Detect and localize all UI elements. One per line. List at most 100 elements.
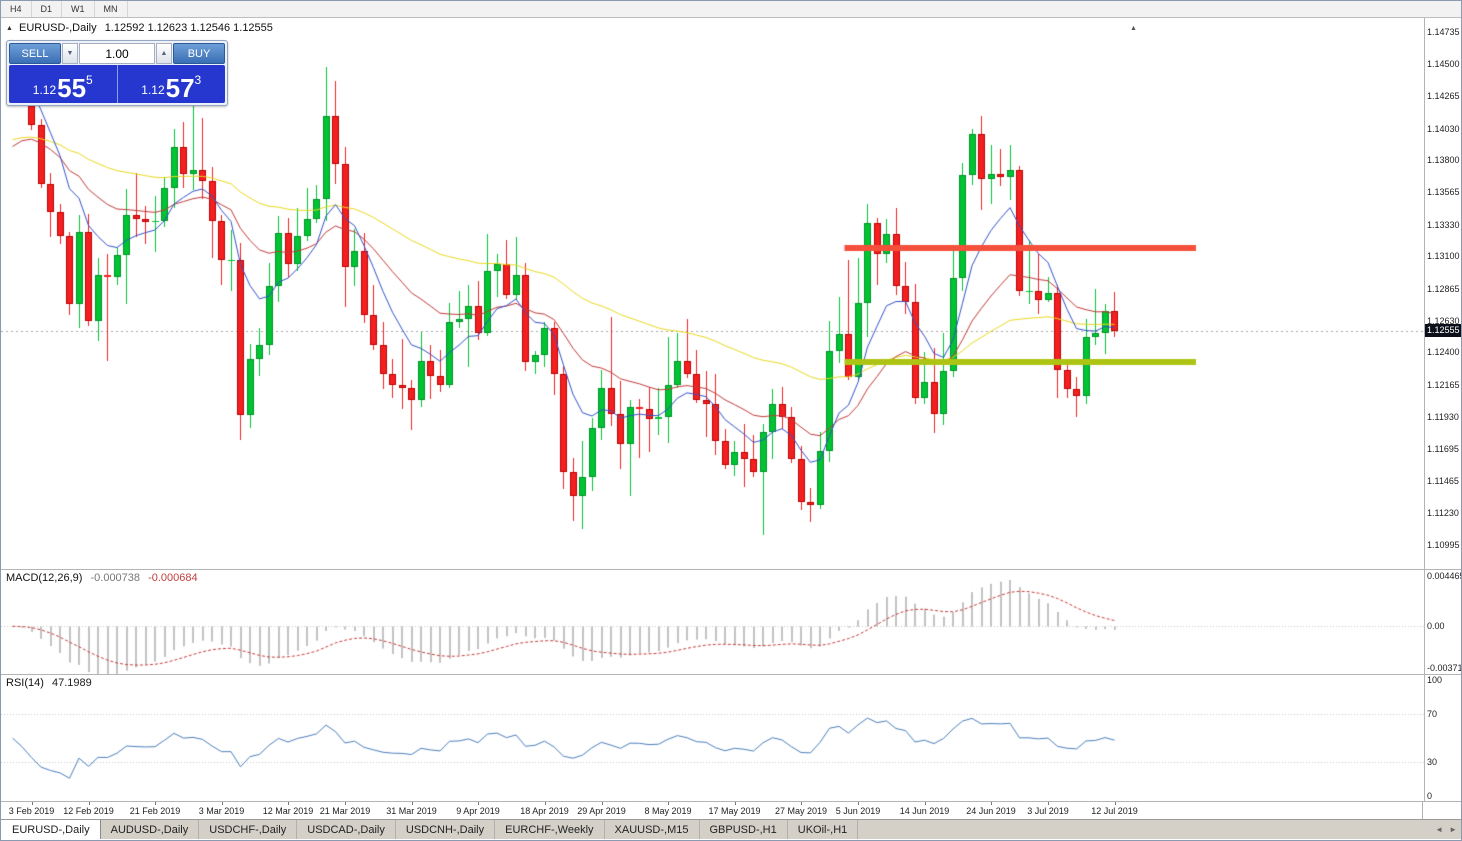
time-axis-tick: [155, 802, 156, 805]
time-axis-label: 3 Jul 2019: [1027, 806, 1069, 816]
time-axis-label: 24 Jun 2019: [966, 806, 1016, 816]
price-canvas[interactable]: [1, 18, 1424, 569]
macd-signal-value: -0.000684: [148, 572, 198, 584]
time-axis-label: 8 May 2019: [644, 806, 692, 816]
timeframe-button-w1[interactable]: W1: [62, 1, 95, 17]
buy-button[interactable]: BUY: [173, 43, 225, 64]
rsi-row: RSI(14) 47.1989 100 70 30 0: [1, 674, 1461, 801]
macd-name: MACD(12,26,9): [6, 572, 83, 584]
macd-axis-label: 0.004465: [1427, 571, 1461, 581]
time-axis-label: 31 Mar 2019: [386, 806, 437, 816]
price-chart-row: ▲ EURUSD-,Daily 1.12592 1.12623 1.12546 …: [1, 18, 1461, 569]
price-axis-label: 1.14735: [1427, 27, 1460, 37]
time-axis-label: 29 Apr 2019: [577, 806, 626, 816]
time-axis-label: 3 Feb 2019: [8, 806, 55, 816]
time-axis[interactable]: 3 Feb 2019 12 Feb 2019 21 Feb 2019 3 Mar 20…: [1, 801, 1423, 819]
price-axis-label: 1.11930: [1427, 411, 1459, 422]
timeframe-button-h4[interactable]: H4: [1, 1, 32, 17]
time-axis-tick: [925, 802, 926, 805]
timeframe-button-d1[interactable]: D1: [32, 1, 63, 17]
time-axis-tick: [89, 802, 90, 805]
price-chart-area[interactable]: ▲ EURUSD-,Daily 1.12592 1.12623 1.12546 …: [1, 18, 1424, 569]
timeframe-toolbar: H4 D1 W1 MN: [1, 1, 1461, 18]
volume-field[interactable]: 1.00: [79, 43, 155, 64]
tab-usdcad-daily[interactable]: USDCAD-,Daily: [297, 820, 396, 839]
tab-scroll-left-icon[interactable]: ◄: [1435, 825, 1444, 834]
rsi-canvas: [1, 675, 1424, 801]
chart-title: ▲ EURUSD-,Daily 1.12592 1.12623 1.12546 …: [6, 22, 273, 34]
tab-scroll-right-icon[interactable]: ►: [1449, 825, 1457, 834]
price-axis-label: 1.13100: [1427, 251, 1460, 262]
time-axis-tick: [32, 802, 33, 805]
rsi-name: RSI(14): [6, 677, 44, 689]
time-axis-label: 17 May 2019: [708, 806, 761, 816]
sell-price-prefix: 1.12: [32, 83, 57, 97]
sell-price-display[interactable]: 1.12 55 5: [9, 65, 118, 103]
time-axis-label: 14 Jun 2019: [899, 806, 950, 816]
time-axis-label: 9 Apr 2019: [456, 806, 500, 816]
rsi-axis-label: 30: [1427, 756, 1438, 767]
rsi-axis-label: 70: [1427, 709, 1438, 720]
tab-usdchf-daily[interactable]: USDCHF-,Daily: [199, 820, 298, 839]
price-axis-label: 1.11465: [1427, 475, 1459, 486]
time-axis-tick: [858, 802, 859, 805]
tab-ukoil-h1[interactable]: UKOil-,H1: [787, 820, 859, 839]
volume-increase-button[interactable]: ▲: [156, 43, 172, 64]
buy-price-display[interactable]: 1.12 57 3: [117, 65, 225, 103]
sell-button[interactable]: SELL: [9, 43, 61, 64]
trade-panel-collapse-icon[interactable]: ▲: [6, 25, 13, 32]
time-axis-tick: [288, 802, 289, 805]
rsi-value: 47.1989: [51, 677, 92, 689]
timeframe-button-mn[interactable]: MN: [95, 1, 128, 17]
price-axis-label: 1.10995: [1427, 540, 1460, 550]
tab-eurusd-daily[interactable]: EURUSD-,Daily: [1, 820, 101, 839]
volume-decrease-button[interactable]: ▼: [62, 43, 78, 64]
price-axis[interactable]: 1.12555 1.14735 1.14500 1.14265 1.14030 1.13…: [1424, 18, 1461, 569]
price-axis-label: 1.13565: [1427, 187, 1460, 198]
macd-axis-label: -0.003715: [1427, 663, 1461, 673]
rsi-axis-label: 100: [1427, 675, 1443, 685]
rsi-panel[interactable]: RSI(14) 47.1989: [1, 675, 1424, 801]
one-click-trading-panel: SELL ▼ 1.00 ▲ BUY 1.12 55 5 1.12 57 3: [6, 40, 228, 106]
time-axis-tick: [478, 802, 479, 805]
price-axis-label: 1.12630: [1427, 315, 1460, 326]
time-axis-row: 3 Feb 2019 12 Feb 2019 21 Feb 2019 3 Mar 20…: [1, 801, 1461, 819]
tab-usdcnh-daily[interactable]: USDCNH-,Daily: [395, 820, 496, 839]
price-axis-label: 1.12165: [1427, 379, 1460, 390]
time-axis-tick: [222, 802, 223, 805]
chart-symbol-label: EURUSD-,Daily: [19, 22, 97, 34]
macd-row: MACD(12,26,9) -0.000738 -0.000684 0.0044…: [1, 569, 1461, 674]
time-axis-label: 18 Apr 2019: [520, 806, 569, 816]
rsi-label: RSI(14) 47.1989: [6, 677, 92, 689]
time-axis-tick: [801, 802, 802, 805]
rsi-axis-label: 0: [1427, 791, 1433, 801]
macd-axis: 0.004465 0.00 -0.003715: [1424, 570, 1461, 674]
axis-corner: [1422, 801, 1461, 819]
current-price-badge: 1.12555: [1425, 324, 1461, 338]
tab-xauusd-m15[interactable]: XAUUSD-,M15: [604, 820, 700, 839]
buy-price-big: 57: [165, 72, 195, 103]
macd-axis-label: 0.00: [1427, 621, 1445, 632]
time-axis-label: 21 Feb 2019: [129, 806, 181, 816]
tab-eurchf-weekly[interactable]: EURCHF-,Weekly: [495, 820, 605, 839]
price-axis-label: 1.14500: [1427, 59, 1460, 70]
price-axis-label: 1.14030: [1427, 123, 1460, 134]
time-axis-tick: [545, 802, 546, 805]
time-axis-label: 27 May 2019: [774, 806, 828, 816]
time-axis-label: 12 Jul 2019: [1091, 806, 1138, 816]
price-axis-label: 1.13330: [1427, 219, 1460, 230]
time-axis-label: 3 Mar 2019: [198, 806, 245, 816]
macd-canvas: [1, 570, 1424, 674]
tab-gbpusd-h1[interactable]: GBPUSD-,H1: [699, 820, 788, 839]
time-axis-tick: [991, 802, 992, 805]
tab-audusd-daily[interactable]: AUDUSD-,Daily: [100, 820, 200, 839]
time-axis-tick: [345, 802, 346, 805]
time-axis-tick: [668, 802, 669, 805]
price-axis-label: 1.14265: [1427, 91, 1460, 102]
price-axis-label: 1.12400: [1427, 347, 1460, 358]
chart-tab-bar: EURUSD-,Daily AUDUSD-,Daily USDCHF-,Daily U…: [1, 819, 1461, 839]
macd-panel[interactable]: MACD(12,26,9) -0.000738 -0.000684: [1, 570, 1424, 674]
price-axis-label: 1.11230: [1427, 507, 1459, 518]
buy-price-pip: 3: [194, 73, 202, 87]
